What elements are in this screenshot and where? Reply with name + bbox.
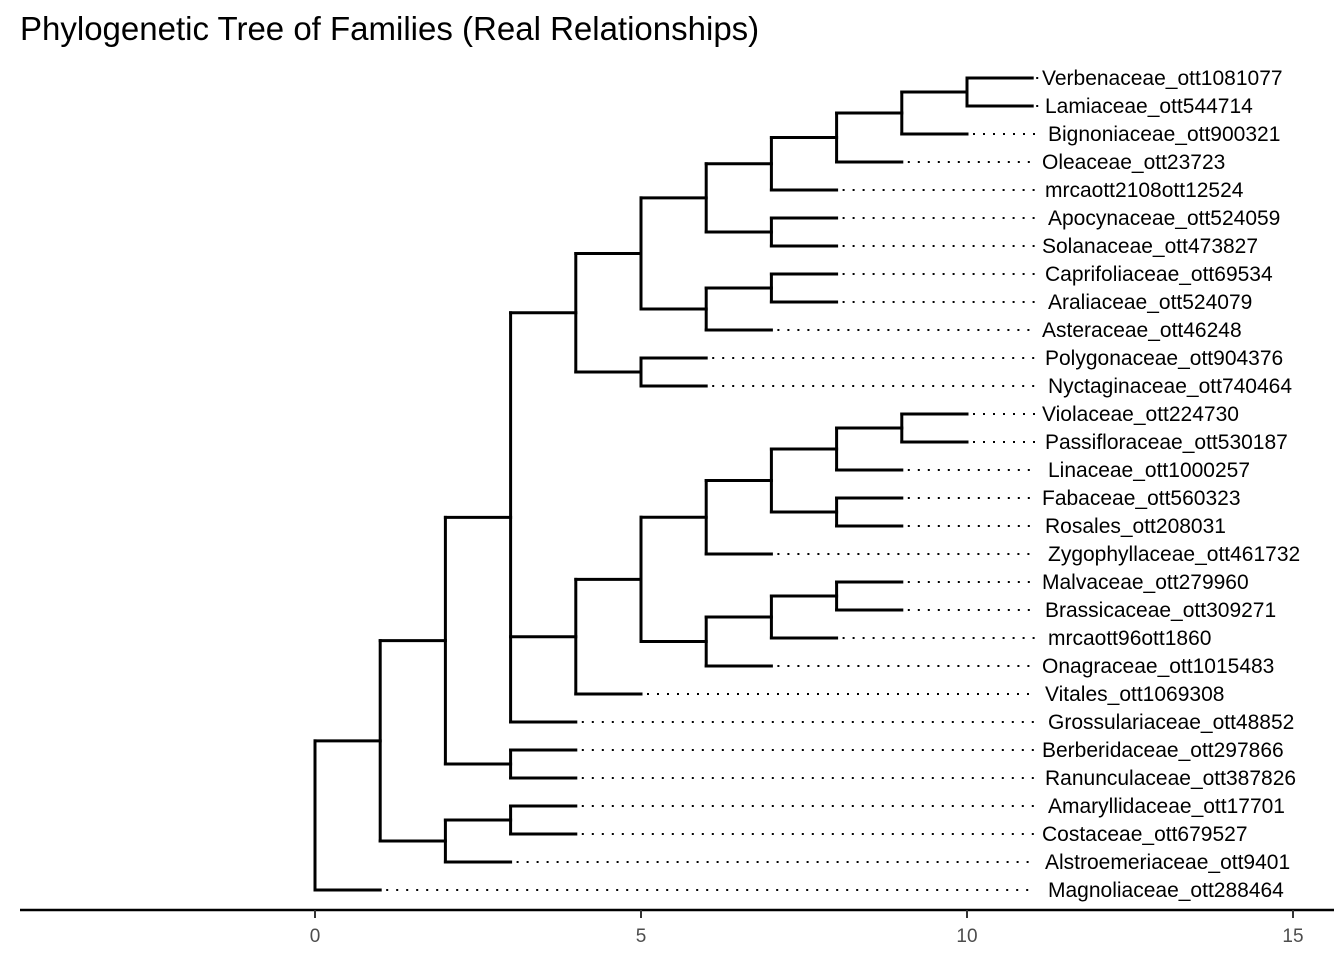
x-axis: 0 5 10 15 bbox=[20, 908, 1334, 947]
tree-branches bbox=[313, 76, 1034, 892]
tip-label: Zygophyllaceae_ott461732 bbox=[1048, 543, 1300, 566]
tip-label: Oleaceae_ott23723 bbox=[1042, 151, 1225, 174]
chart-title: Phylogenetic Tree of Families (Real Rela… bbox=[20, 10, 759, 47]
tip-label: Grossulariaceae_ott48852 bbox=[1048, 711, 1294, 734]
tip-label: Caprifoliaceae_ott69534 bbox=[1045, 263, 1273, 286]
tip-label: Alstroemeriaceae_ott9401 bbox=[1045, 851, 1290, 874]
tip-label: Verbenaceae_ott1081077 bbox=[1042, 67, 1283, 90]
tip-label: Asteraceae_ott46248 bbox=[1042, 319, 1242, 342]
tip-label: Magnoliaceae_ott288464 bbox=[1048, 879, 1284, 902]
tip-label: mrcaott96ott1860 bbox=[1048, 627, 1211, 650]
tip-label: Linaceae_ott1000257 bbox=[1048, 459, 1250, 482]
tip-label: Amaryllidaceae_ott17701 bbox=[1048, 795, 1285, 818]
tip-label: Brassicaceae_ott309271 bbox=[1045, 599, 1276, 622]
tip-label: Lamiaceae_ott544714 bbox=[1045, 95, 1253, 118]
tip-label: Onagraceae_ott1015483 bbox=[1042, 655, 1274, 678]
tip-labels: Verbenaceae_ott1081077 Lamiaceae_ott54471… bbox=[1042, 67, 1300, 902]
x-axis-tick-label: 10 bbox=[956, 926, 977, 947]
tip-label: Rosales_ott208031 bbox=[1045, 515, 1226, 538]
tip-label: mrcaott2108ott12524 bbox=[1045, 179, 1244, 202]
tip-label: Solanaceae_ott473827 bbox=[1042, 235, 1258, 258]
tip-label: Berberidaceae_ott297866 bbox=[1042, 739, 1284, 762]
tip-label: Araliaceae_ott524079 bbox=[1048, 291, 1252, 314]
tip-label: Nyctaginaceae_ott740464 bbox=[1048, 375, 1292, 398]
tip-label: Polygonaceae_ott904376 bbox=[1045, 347, 1283, 370]
tip-label: Fabaceae_ott560323 bbox=[1042, 487, 1241, 510]
x-axis-tick-label: 5 bbox=[636, 926, 647, 947]
tip-label: Malvaceae_ott279960 bbox=[1042, 571, 1249, 594]
tip-guide-lines bbox=[386, 77, 1039, 891]
tip-label: Apocynaceae_ott524059 bbox=[1048, 207, 1280, 230]
tip-label: Passifloraceae_ott530187 bbox=[1045, 431, 1288, 454]
x-axis-tick-label: 0 bbox=[310, 926, 321, 947]
x-axis-tick-label: 15 bbox=[1282, 926, 1303, 947]
tip-label: Bignoniaceae_ott900321 bbox=[1048, 123, 1280, 146]
tip-label: Ranunculaceae_ott387826 bbox=[1045, 767, 1296, 790]
tip-label: Violaceae_ott224730 bbox=[1042, 403, 1239, 426]
tip-label: Costaceae_ott679527 bbox=[1042, 823, 1248, 846]
tip-label: Vitales_ott1069308 bbox=[1045, 683, 1224, 706]
